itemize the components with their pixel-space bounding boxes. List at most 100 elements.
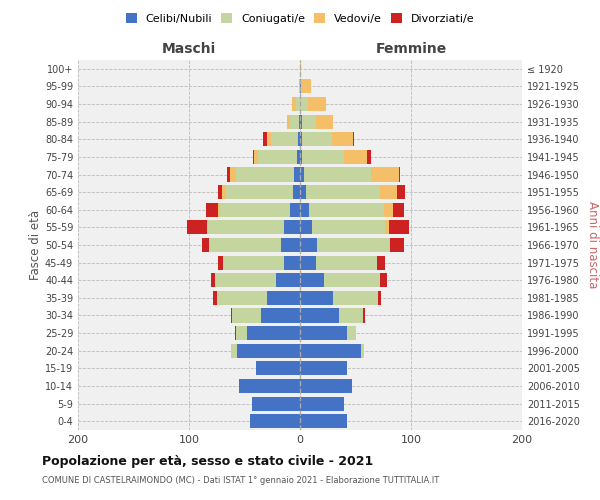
Bar — [292, 97, 296, 111]
Bar — [217, 291, 266, 305]
Bar — [300, 202, 309, 217]
Bar — [316, 256, 377, 270]
Bar — [237, 344, 300, 358]
Bar — [299, 114, 300, 128]
Bar — [300, 185, 305, 199]
Bar — [211, 273, 215, 287]
Bar — [397, 185, 406, 199]
Bar — [302, 132, 332, 146]
Bar — [300, 220, 312, 234]
Bar — [290, 202, 300, 217]
Bar — [300, 362, 347, 376]
Bar — [214, 291, 217, 305]
Bar — [293, 185, 300, 199]
Bar — [231, 308, 232, 322]
Bar — [236, 168, 295, 181]
Bar — [300, 396, 344, 410]
Bar — [263, 132, 266, 146]
Bar — [301, 80, 302, 94]
Bar — [308, 97, 326, 111]
Bar — [256, 362, 300, 376]
Bar — [247, 326, 300, 340]
Legend: Celibi/Nubili, Coniugati/e, Vedovi/e, Divorziati/e: Celibi/Nubili, Coniugati/e, Vedovi/e, Di… — [122, 10, 478, 27]
Bar — [367, 150, 371, 164]
Bar — [253, 150, 254, 164]
Text: Maschi: Maschi — [162, 42, 216, 56]
Bar — [390, 238, 404, 252]
Bar — [218, 202, 220, 217]
Bar — [312, 220, 385, 234]
Bar — [399, 168, 400, 181]
Bar — [215, 273, 275, 287]
Bar — [339, 308, 363, 322]
Bar — [304, 168, 371, 181]
Bar — [252, 396, 300, 410]
Bar — [316, 114, 334, 128]
Bar — [220, 202, 290, 217]
Bar — [380, 185, 397, 199]
Bar — [300, 132, 302, 146]
Bar — [275, 273, 300, 287]
Bar — [300, 308, 339, 322]
Bar — [371, 168, 399, 181]
Bar — [300, 379, 352, 393]
Bar — [290, 114, 299, 128]
Bar — [309, 202, 385, 217]
Bar — [302, 114, 316, 128]
Bar — [385, 220, 389, 234]
Bar — [361, 344, 364, 358]
Bar — [281, 238, 300, 252]
Bar — [302, 80, 311, 94]
Bar — [227, 168, 230, 181]
Bar — [325, 273, 380, 287]
Bar — [378, 291, 381, 305]
Y-axis label: Fasce di età: Fasce di età — [29, 210, 42, 280]
Bar — [300, 97, 308, 111]
Bar — [271, 132, 298, 146]
Bar — [226, 185, 293, 199]
Bar — [300, 291, 334, 305]
Bar — [287, 114, 290, 128]
Bar — [223, 256, 284, 270]
Bar — [258, 150, 296, 164]
Bar — [300, 273, 325, 287]
Bar — [296, 97, 300, 111]
Bar — [305, 185, 380, 199]
Bar — [300, 344, 361, 358]
Bar — [266, 291, 300, 305]
Bar — [380, 273, 386, 287]
Bar — [300, 326, 347, 340]
Bar — [347, 326, 355, 340]
Bar — [385, 202, 393, 217]
Bar — [299, 80, 300, 94]
Bar — [302, 150, 344, 164]
Bar — [284, 256, 300, 270]
Bar — [230, 168, 236, 181]
Bar — [235, 326, 236, 340]
Bar — [389, 220, 409, 234]
Y-axis label: Anni di nascita: Anni di nascita — [586, 202, 599, 288]
Bar — [334, 291, 378, 305]
Bar — [222, 185, 226, 199]
Bar — [206, 202, 218, 217]
Bar — [300, 62, 301, 76]
Text: Femmine: Femmine — [376, 42, 446, 56]
Bar — [300, 256, 316, 270]
Bar — [207, 220, 208, 234]
Bar — [377, 256, 385, 270]
Bar — [266, 132, 271, 146]
Bar — [300, 168, 304, 181]
Text: COMUNE DI CASTELRAIMONDO (MC) - Dati ISTAT 1° gennaio 2021 - Elaborazione TUTTIT: COMUNE DI CASTELRAIMONDO (MC) - Dati IST… — [42, 476, 439, 485]
Bar — [393, 202, 404, 217]
Bar — [300, 414, 347, 428]
Bar — [239, 379, 300, 393]
Bar — [232, 308, 261, 322]
Text: Popolazione per età, sesso e stato civile - 2021: Popolazione per età, sesso e stato civil… — [42, 455, 373, 468]
Bar — [254, 150, 258, 164]
Bar — [231, 344, 237, 358]
Bar — [363, 308, 365, 322]
Bar — [332, 132, 353, 146]
Bar — [344, 150, 367, 164]
Bar — [218, 256, 223, 270]
Bar — [300, 150, 302, 164]
